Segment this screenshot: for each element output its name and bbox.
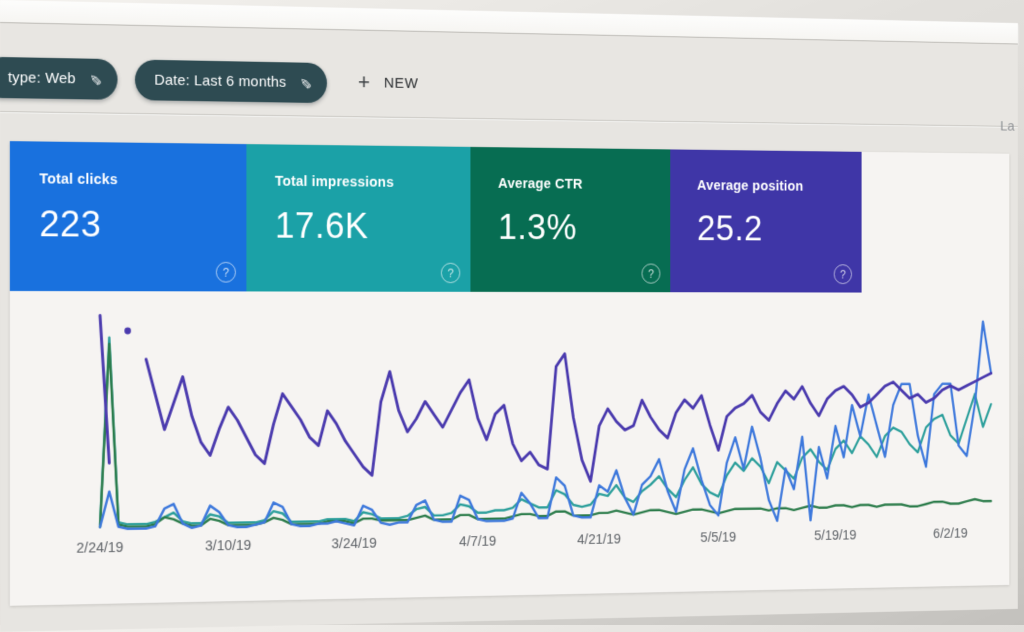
x-axis-label: 2/24/19 bbox=[76, 540, 123, 556]
card-label: Average position bbox=[697, 178, 862, 195]
performance-panel: Total clicks 223 ? Total impressions 17.… bbox=[10, 141, 1009, 606]
plus-icon: + bbox=[358, 71, 371, 93]
x-axis-label: 3/10/19 bbox=[205, 538, 251, 555]
last-updated-partial-text: La bbox=[1000, 118, 1014, 134]
card-value: 1.3% bbox=[498, 207, 670, 248]
date-filter-label: Date: Last 6 months bbox=[154, 72, 286, 91]
search-type-filter-chip[interactable]: type: Web ✎ bbox=[0, 57, 117, 100]
impressions-line bbox=[100, 336, 991, 525]
card-value: 17.6K bbox=[275, 205, 470, 247]
x-axis-label: 4/7/19 bbox=[459, 534, 496, 550]
monitor-screen: type: Web ✎ Date: Last 6 months ✎ + NEW … bbox=[0, 0, 1018, 632]
edit-pencil-icon[interactable]: ✎ bbox=[297, 76, 314, 89]
ctr-line bbox=[100, 342, 991, 527]
date-filter-chip[interactable]: Date: Last 6 months ✎ bbox=[135, 60, 327, 104]
x-axis-label: 5/19/19 bbox=[814, 528, 856, 544]
card-label: Average CTR bbox=[498, 176, 670, 193]
performance-line-chart: 2/24/19 3/10/19 3/24/19 4/7/19 4/21/19 5/5/19… bbox=[51, 305, 992, 556]
card-value: 25.2 bbox=[697, 209, 862, 250]
performance-chart: 2/24/19 3/10/19 3/24/19 4/7/19 4/21/19 5/5/19… bbox=[10, 291, 1009, 606]
average-position-card[interactable]: Average position 25.2 ? bbox=[670, 149, 861, 292]
clicks-line bbox=[100, 322, 991, 532]
card-value: 223 bbox=[39, 203, 246, 246]
help-icon[interactable]: ? bbox=[642, 264, 661, 284]
help-icon[interactable]: ? bbox=[834, 264, 852, 284]
card-label: Total clicks bbox=[39, 171, 246, 189]
x-axis-label: 5/5/19 bbox=[700, 530, 736, 546]
help-icon[interactable]: ? bbox=[441, 263, 460, 283]
x-axis-label: 6/2/19 bbox=[933, 526, 968, 542]
x-axis-label: 4/21/19 bbox=[577, 532, 621, 548]
metric-cards-row: Total clicks 223 ? Total impressions 17.… bbox=[10, 141, 1009, 293]
card-label: Total impressions bbox=[275, 174, 470, 191]
position-data-point bbox=[124, 327, 131, 334]
help-icon[interactable]: ? bbox=[216, 262, 236, 283]
average-ctr-card[interactable]: Average CTR 1.3% ? bbox=[470, 147, 670, 292]
search-type-filter-label: type: Web bbox=[8, 69, 76, 87]
edit-pencil-icon[interactable]: ✎ bbox=[87, 73, 105, 86]
new-filter-button[interactable]: + NEW bbox=[358, 71, 419, 93]
x-axis-label: 3/24/19 bbox=[331, 536, 376, 552]
total-clicks-card[interactable]: Total clicks 223 ? bbox=[10, 141, 247, 291]
total-impressions-card[interactable]: Total impressions 17.6K ? bbox=[246, 144, 470, 292]
new-filter-label: NEW bbox=[384, 74, 419, 91]
